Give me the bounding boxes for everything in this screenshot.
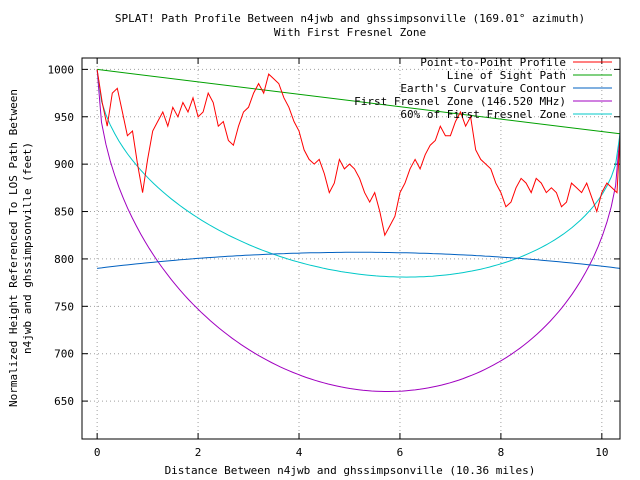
y-tick-label: 950 [54,111,74,124]
series-group [96,68,621,392]
y-tick-label: 750 [54,300,74,313]
legend-label-first-fresnel-zone-146-520-mhz: First Fresnel Zone (146.520 MHz) [354,95,566,108]
x-axis-ticks: 0 2 4 6 8 10 [94,58,608,459]
chart-title: SPLAT! Path Profile Between n4jwb and gh… [115,12,585,25]
x-axis-label: Distance Between n4jwb and ghssimpsonvil… [165,464,536,477]
plot-frame [81,57,621,440]
y-axis-label-line1: Normalized Height Referenced To LOS Path… [7,89,20,407]
y-tick-label: 900 [54,158,74,171]
series-line-line-of-sight-path [97,68,621,135]
series-line-earth-s-curvature-contour [97,251,621,269]
series-line-point-to-point-profile [96,69,621,237]
series-line-first-fresnel-zone-146-520-mhz [96,69,621,392]
legend-label-line-of-sight-path: Line of Sight Path [447,69,566,82]
y-axis-ticks: 650 700 750 800 850 900 950 1000 [48,63,620,408]
x-tick-label: 6 [397,446,404,459]
legend-label-earth-s-curvature-contour: Earth's Curvature Contour [400,82,566,95]
y-tick-label: 850 [54,206,74,219]
x-tick-label: 2 [195,446,202,459]
x-tick-label: 0 [94,446,101,459]
legend-label-60-of-first-fresnel-zone: 60% of First Fresnel Zone [400,108,566,121]
x-tick-label: 8 [498,446,505,459]
y-axis-label-line2: n4jwb and ghssimpsonville (feet) [21,142,34,354]
series-line-60-of-first-fresnel-zone [96,69,621,278]
y-tick-label: 1000 [48,63,75,76]
legend-label-point-to-point-profile: Point-to-Point Profile [420,56,566,69]
y-tick-label: 650 [54,395,74,408]
x-tick-label: 10 [595,446,608,459]
y-tick-label: 700 [54,348,74,361]
x-tick-label: 4 [296,446,303,459]
chart-subtitle: With First Fresnel Zone [274,26,426,39]
y-tick-label: 800 [54,253,74,266]
